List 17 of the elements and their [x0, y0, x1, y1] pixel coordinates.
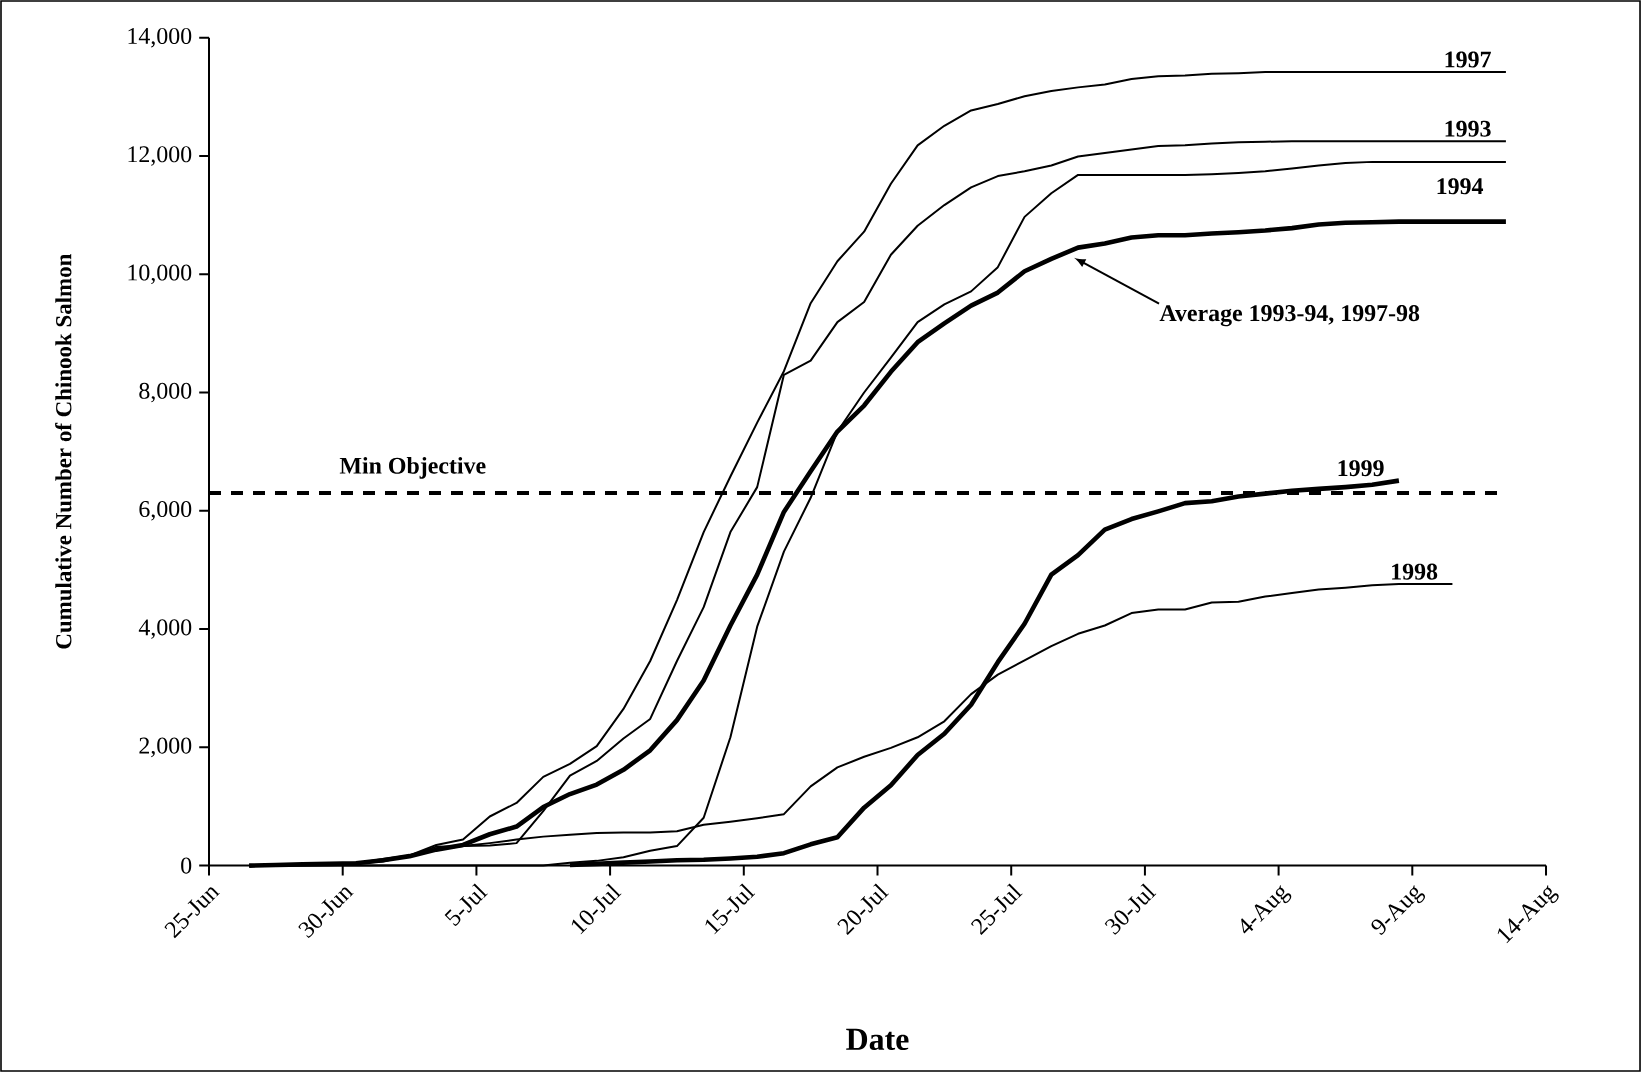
y-tick-label: 0 [181, 857, 192, 874]
series-label: 1998 [1392, 563, 1438, 580]
y-tick-label: 8,000 [139, 382, 192, 403]
y-tick-label: 12,000 [128, 146, 192, 166]
y-tick-label: 4,000 [138, 619, 192, 639]
ref-line-label: Min Objective [339, 456, 486, 479]
series-label: 1999 [1338, 460, 1384, 477]
y-tick-label: 14,000 [128, 27, 192, 48]
y-axis-title: Cumulative Number of Chinook Salmon [55, 254, 72, 649]
y-tick-label: 10,000 [128, 264, 192, 285]
x-axis-title: Date [846, 1028, 909, 1051]
series-label: 1997 [1445, 51, 1491, 68]
y-tick-label: 6,000 [139, 500, 192, 521]
series-label: 1994 [1437, 178, 1484, 195]
series-label: 1993 [1445, 120, 1491, 137]
y-tick-label: 2,000 [139, 737, 192, 758]
annotation: Average 1993-94, 1997-98 [1159, 305, 1420, 327]
